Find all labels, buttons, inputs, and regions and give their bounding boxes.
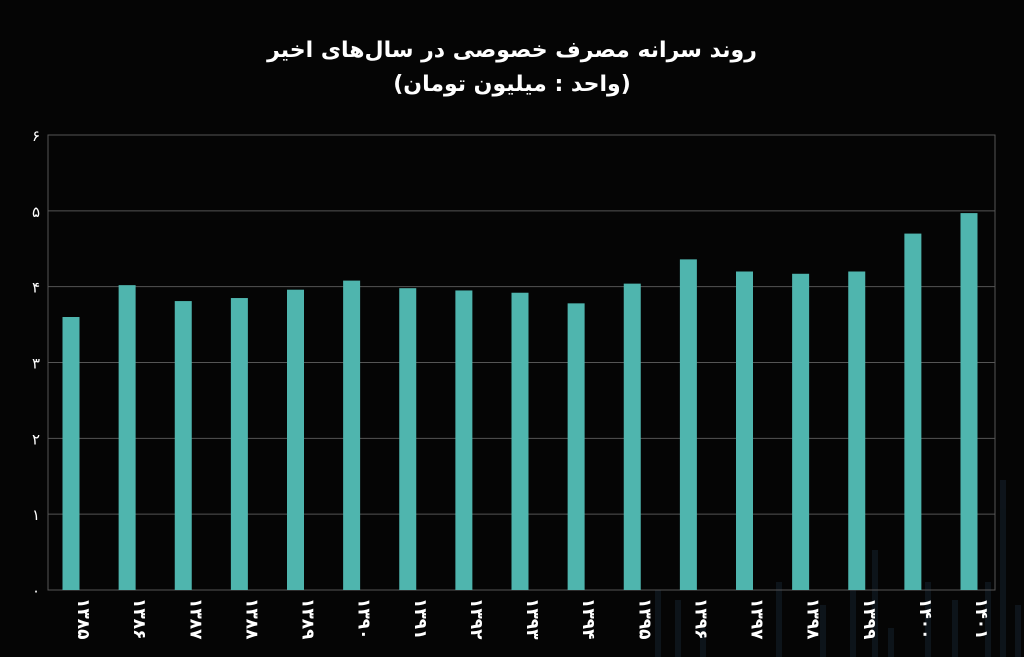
chart-bars (62, 213, 978, 591)
x-tick-label: ۱۳۸۶ (129, 598, 149, 640)
bar (511, 292, 529, 590)
bar (399, 288, 417, 590)
x-tick-label: ۱۳۸۸ (241, 598, 261, 640)
x-tick-label: ۱۳۹۶ (690, 598, 710, 640)
y-tick-label: ۵ (32, 203, 40, 221)
y-tick-label: ۴ (32, 279, 40, 297)
y-tick-label: ۳ (32, 355, 40, 373)
bar (904, 233, 922, 591)
y-tick-label: ۱ (32, 506, 40, 524)
x-axis-ticks: ۱۳۸۵ ۱۳۸۶ ۱۳۸۷ ۱۳۸۸ ۱۳۸۹ ۱۳۹۰ ۱۳۹۱ ۱۳۹۲ ۱۳۹۳ ۱۳۹۴… (73, 598, 991, 640)
x-tick-label: ۱۳۹۱ (410, 598, 430, 640)
x-tick-label: ۱۳۹۸ (803, 598, 823, 640)
x-tick-label: ۱۳۹۴ (578, 598, 598, 640)
bar (287, 289, 304, 590)
x-tick-label: ۱۳۹۰ (354, 598, 374, 640)
bar (343, 280, 361, 590)
x-tick-label: ۱۳۹۳ (522, 598, 542, 640)
bar (174, 301, 192, 590)
y-tick-label: ۶ (32, 127, 40, 145)
x-tick-label: ۱۴۰۰ (915, 598, 935, 640)
x-tick-label: ۱۳۹۵ (634, 598, 654, 640)
x-tick-label: ۱۳۸۷ (185, 598, 205, 640)
bar (118, 285, 136, 590)
y-axis-ticks: ۰ ۱ ۲ ۳ ۴ ۵ ۶ (32, 127, 40, 600)
bar (736, 271, 753, 590)
chart-subtitle: (واحد : میلیون تومان) (393, 72, 631, 97)
bar (792, 273, 810, 590)
chart-title: روند سرانه مصرف خصوصی در سال‌های اخیر (267, 38, 757, 63)
bar (960, 213, 978, 590)
bar (567, 303, 585, 590)
x-tick-label: ۱۳۸۹ (298, 598, 318, 640)
bar (455, 290, 473, 590)
bar (679, 259, 697, 590)
y-tick-label: ۲ (32, 430, 40, 448)
x-tick-label: ۱۳۸۵ (73, 598, 93, 640)
bar (848, 271, 866, 590)
bar (62, 317, 80, 590)
x-tick-label: ۱۴۰۱ (971, 598, 991, 640)
x-tick-label: ۱۳۹۲ (466, 598, 486, 640)
bar (623, 283, 641, 590)
y-tick-label: ۰ (32, 582, 40, 600)
bar (230, 298, 248, 590)
x-tick-label: ۱۳۹۷ (747, 598, 767, 640)
x-tick-label: ۱۳۹۹ (859, 598, 879, 640)
